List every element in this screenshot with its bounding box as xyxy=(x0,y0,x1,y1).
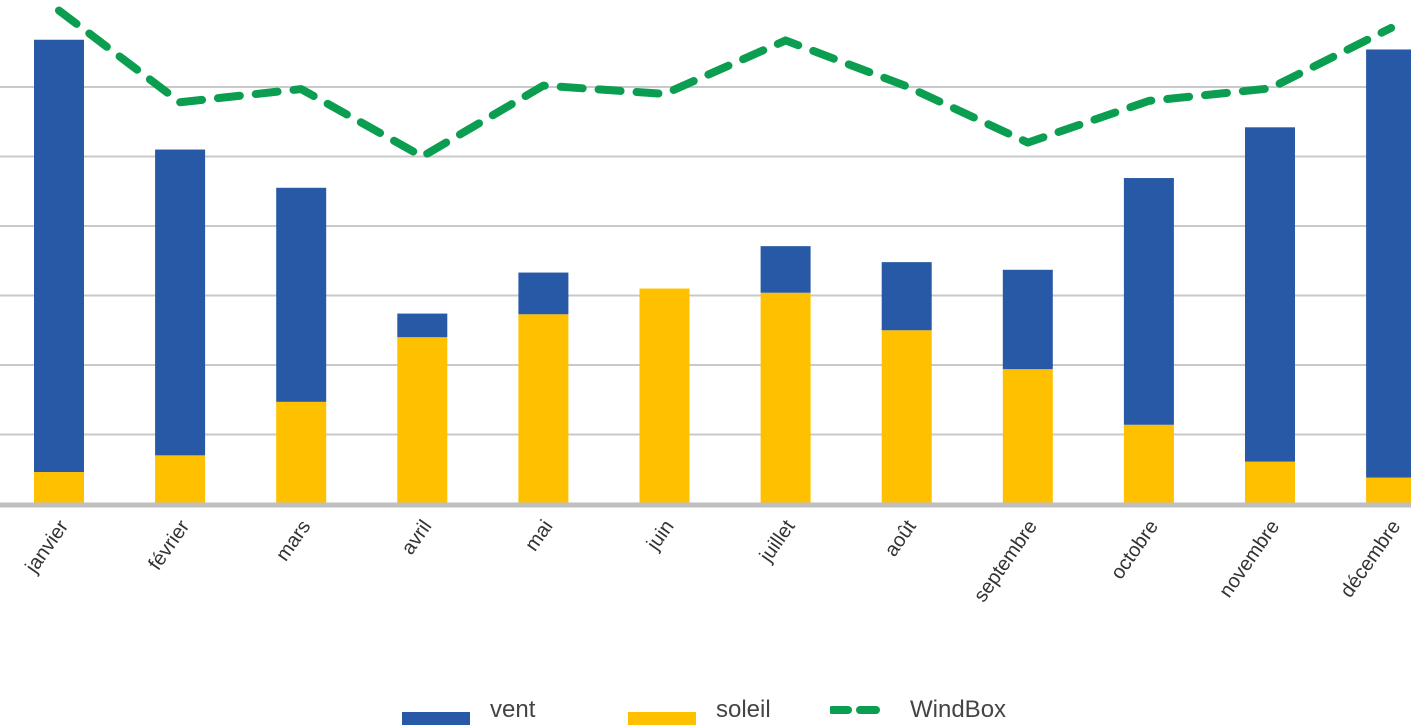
x-tick-label-octobre: octobre xyxy=(1107,516,1163,583)
legend-swatch-soleil xyxy=(628,712,696,725)
legend-item-soleil: soleil xyxy=(628,692,771,727)
x-tick-label-avril: avril xyxy=(397,516,436,559)
bar-vent-janvier xyxy=(34,39,84,473)
bar-soleil-janvier xyxy=(34,472,84,504)
x-tick-label-juillet: juillet xyxy=(755,516,800,567)
bar-vent-août xyxy=(881,262,932,331)
legend-item-windbox: WindBox xyxy=(830,692,1006,727)
bar-soleil-avril xyxy=(397,337,448,504)
gridlines xyxy=(0,86,1411,436)
x-tick-label-décembre: décembre xyxy=(1336,516,1405,601)
bar-vent-octobre xyxy=(1123,178,1174,425)
bar-vent-mai xyxy=(518,272,569,315)
bar-soleil-mars xyxy=(276,401,327,504)
x-tick-label-novembre: novembre xyxy=(1215,516,1284,601)
bar-soleil-février xyxy=(155,455,206,504)
bar-soleil-décembre xyxy=(1366,477,1411,504)
x-tick-label-mai: mai xyxy=(521,516,558,555)
bar-vent-septembre xyxy=(1002,269,1053,370)
legend-label-soleil: soleil xyxy=(716,695,771,723)
x-tick-label-février: février xyxy=(144,516,194,574)
bar-soleil-juin xyxy=(639,288,690,504)
bar-soleil-août xyxy=(881,330,932,504)
bar-soleil-novembre xyxy=(1245,461,1295,504)
bar-vent-novembre xyxy=(1245,127,1295,462)
bar-vent-juillet xyxy=(760,246,811,293)
line-WindBox xyxy=(55,6,1396,161)
legend-swatch-vent xyxy=(402,712,470,725)
legend: vent soleil WindBox xyxy=(0,692,1411,727)
legend-label-windbox: WindBox xyxy=(910,695,1007,723)
legend-label-vent: vent xyxy=(490,695,536,723)
x-tick-labels: janvier février mars avril mai juin juillet aoû… xyxy=(21,516,1405,606)
bar-soleil-septembre xyxy=(1002,369,1053,504)
legend-item-vent: vent xyxy=(402,692,535,727)
x-tick-label-septembre: septembre xyxy=(970,516,1042,606)
bar-vent-décembre xyxy=(1366,49,1411,478)
x-tick-label-mars: mars xyxy=(272,516,316,565)
bar-soleil-mai xyxy=(518,314,569,504)
bar-soleil-juillet xyxy=(760,292,811,504)
bar-vent-février xyxy=(155,149,206,456)
bar-vent-avril xyxy=(397,313,448,338)
x-tick-label-juin: juin xyxy=(642,516,678,555)
bars xyxy=(34,39,1411,504)
legend-swatch-windbox xyxy=(830,705,890,714)
x-tick-label-août: août xyxy=(880,516,921,561)
x-tick-label-janvier: janvier xyxy=(21,516,74,578)
windbox-line-layer xyxy=(55,6,1396,161)
bar-soleil-octobre xyxy=(1123,424,1174,504)
bar-vent-mars xyxy=(276,187,327,402)
